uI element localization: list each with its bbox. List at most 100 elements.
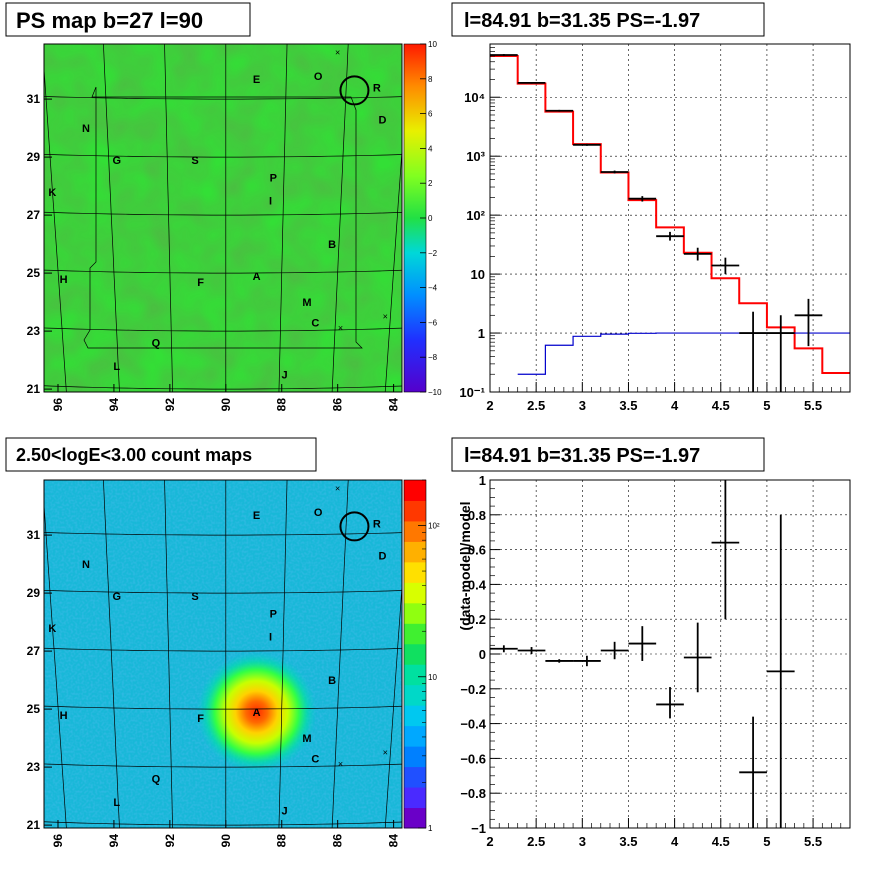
y-tick-label: −0.4: [460, 717, 486, 732]
source-label: H: [60, 274, 68, 286]
y-tick-label: 29: [27, 150, 41, 164]
source-label: D: [378, 550, 386, 562]
x-tick-label-group: 90: [219, 834, 233, 848]
parallel-line: [44, 269, 402, 274]
meridian-line: [103, 480, 120, 828]
y-tick-label: −0.2: [460, 682, 486, 697]
x-tick-label: 4: [671, 834, 679, 849]
x-tick-label: 3.5: [619, 398, 637, 413]
x-tick-label: 90: [219, 834, 233, 848]
residual-title-box: [451, 437, 765, 472]
source-label: N: [82, 123, 90, 135]
source-label: S: [191, 591, 198, 603]
parallel-line: [44, 647, 402, 652]
source-label: O: [314, 71, 323, 83]
cross-marker: ×: [383, 312, 388, 322]
colorbar-band: [404, 725, 426, 747]
count-map-axes: 96 94 92 90 88 86 84 31 29 27 25 23 21: [27, 528, 401, 847]
count-map-colorbar-ticks: 10² 10 1: [418, 479, 440, 833]
meridian-line: [384, 145, 402, 392]
x-tick-label-group: 94: [107, 398, 121, 412]
x-tick-label-group: 96: [51, 834, 65, 848]
y-tick-label: 27: [27, 644, 41, 658]
colorbar-band: [404, 807, 426, 829]
parallel-line: [0, 471, 502, 477]
source-label: I: [269, 196, 272, 208]
ps-map-roi-outline: [83, 86, 363, 349]
source-label: A: [253, 707, 261, 719]
colorbar-band: [404, 520, 426, 542]
y-tick-label: 0.8: [468, 508, 486, 523]
cross-marker: ×: [335, 484, 340, 494]
source-label: O: [314, 507, 323, 519]
colorbar-band: [404, 664, 426, 686]
x-tick-label: 94: [107, 398, 121, 412]
colorbar-band: [404, 582, 426, 604]
y-tick-label: 10³: [466, 149, 485, 164]
meridian-line: [103, 44, 120, 392]
source-label: J: [281, 370, 287, 382]
target-circle-marker: [339, 511, 370, 542]
count-map-title-box: [5, 437, 317, 472]
x-tick-label: 84: [387, 398, 401, 412]
colorbar-tick-label: 4: [428, 144, 433, 153]
ps-map-axes: 96 94 92 90 88 86 84 31 29 27 25 23 21: [27, 92, 401, 411]
colorbar-tick-label: −4: [428, 284, 438, 293]
count-map-source-blob: [196, 652, 317, 772]
x-tick-label-group: 84: [387, 398, 401, 412]
residual-panel: 2 2.5 3 3.5 4 4.5 5 5.5 1 0.8 0.6 0.4 0.2 0 −0.2 −0.4 −0…: [451, 437, 851, 849]
source-label: E: [253, 510, 260, 522]
y-tick-label: −0.6: [460, 751, 486, 766]
ps-map-frame: [43, 43, 403, 393]
x-tick-label: 96: [51, 834, 65, 848]
ps-map-colorbar-ticks: 10 8 6 4 2 0 −2 −4 −6 −8 −10: [420, 40, 442, 397]
source-label: B: [328, 239, 336, 251]
y-tick-label: 0.4: [468, 577, 487, 592]
x-tick-label: 4: [671, 398, 679, 413]
count-map-source-labels: E O R N D G S P K I B H A F MC Q L J × × ×: [48, 484, 387, 818]
x-tick-label-group: 86: [331, 834, 345, 848]
source-label: G: [112, 155, 121, 167]
source-label: K: [48, 623, 56, 635]
source-label: L: [113, 361, 120, 373]
x-tick-label-group: 86: [331, 398, 345, 412]
meridian-line: [0, 444, 18, 872]
meridian-line: [0, 8, 18, 443]
spectrum-grid: [490, 44, 850, 392]
x-tick-label: 5.5: [804, 834, 822, 849]
count-map-frame: [43, 479, 403, 829]
colorbar-tick-label: −8: [428, 353, 438, 362]
meridian-line: [278, 480, 288, 828]
colorbar-tick-label: 0: [428, 214, 433, 223]
spectrum-plot-area: [490, 44, 850, 392]
x-tick-label-group: 88: [275, 834, 289, 848]
colorbar-band: [404, 480, 426, 501]
y-tick-label: 10⁻¹: [459, 385, 485, 400]
ps-map-title-box: [5, 2, 251, 37]
y-tick-label: 10: [471, 267, 485, 282]
source-label: R: [373, 519, 381, 531]
source-label: A: [253, 271, 261, 283]
x-tick-label: 5: [763, 398, 770, 413]
residual-y-axis-label: (data-model)/model: [457, 501, 473, 630]
meridian-line: [433, 8, 473, 443]
x-tick-label-group: 90: [219, 398, 233, 412]
x-tick-label: 96: [51, 398, 65, 412]
source-label: G: [112, 591, 121, 603]
cross-marker: ×: [383, 748, 388, 758]
source-label: C: [311, 317, 319, 329]
y-tick-label: 0.6: [468, 543, 486, 558]
ps-map-colorbar: [404, 44, 426, 392]
x-tick-label: 86: [331, 398, 345, 412]
source-label: F: [197, 277, 204, 289]
colorbar-band: [404, 500, 426, 522]
parallel-line: [44, 211, 402, 216]
colorbar-band: [404, 602, 426, 624]
source-label: S: [191, 155, 198, 167]
colorbar-band: [404, 684, 426, 706]
colorbar-tick-label: 10: [428, 40, 437, 49]
source-label: P: [270, 608, 277, 620]
ps-map-title: PS map b=27 l=90: [16, 8, 203, 33]
colorbar-tick-label: 8: [428, 75, 433, 84]
